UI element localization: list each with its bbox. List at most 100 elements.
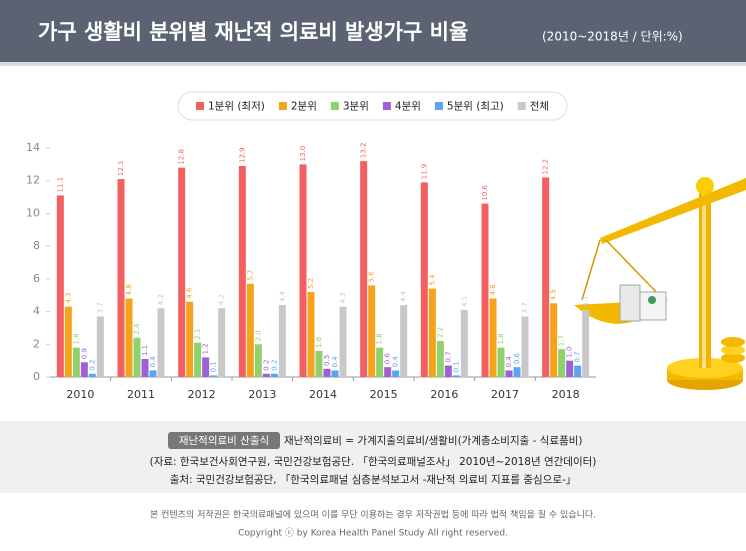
data-label: 4.4 — [400, 290, 408, 302]
bar — [141, 359, 149, 377]
data-label: 0.9 — [80, 348, 88, 359]
bar — [558, 349, 566, 377]
data-label: 4.3 — [64, 293, 72, 304]
bar — [436, 341, 444, 377]
data-label: 11.1 — [56, 177, 64, 193]
bar — [299, 164, 307, 377]
legend-label: 4분위 — [395, 100, 421, 113]
data-label: 4.6 — [186, 287, 194, 299]
bar — [368, 285, 376, 377]
data-label: 5.2 — [307, 278, 315, 289]
bar — [56, 195, 64, 377]
data-label: 4.4 — [278, 290, 286, 302]
data-label: 13.2 — [360, 142, 368, 158]
data-label: 2.1 — [194, 329, 202, 340]
footer-band — [0, 421, 746, 493]
bar — [307, 291, 315, 377]
data-label: 2.2 — [436, 327, 444, 338]
bar — [331, 370, 339, 377]
data-label: 0.2 — [262, 360, 270, 371]
bar — [376, 347, 384, 377]
data-label: 4.2 — [218, 294, 226, 305]
y-tick-label: 2 — [33, 337, 40, 350]
bar — [489, 298, 497, 377]
y-tick-label: 10 — [26, 206, 40, 219]
y-tick-label: 12 — [26, 174, 40, 187]
data-label: 5.6 — [368, 271, 376, 283]
bar — [210, 375, 218, 377]
data-label: 4.8 — [125, 284, 133, 295]
x-tick-label: 2010 — [66, 388, 94, 401]
legend-box — [177, 91, 568, 121]
data-label: 5.7 — [246, 270, 254, 281]
data-label: 0.2 — [270, 360, 278, 371]
data-label: 12.2 — [542, 159, 550, 175]
data-label: 0.6 — [384, 353, 392, 365]
bar — [278, 305, 286, 377]
data-label: 4.1 — [582, 296, 590, 307]
x-tick-label: 2014 — [309, 388, 337, 401]
legend-swatch — [517, 102, 526, 110]
bar — [339, 306, 347, 377]
bar — [315, 350, 323, 377]
bar — [392, 370, 400, 377]
data-label: 10.6 — [481, 184, 489, 200]
x-tick-label: 2012 — [188, 388, 216, 401]
data-label: 3.7 — [521, 302, 529, 313]
data-label: 0.1 — [452, 361, 460, 372]
legend-label: 3분위 — [343, 100, 369, 113]
legend-label: 전체 — [530, 101, 549, 113]
data-label: 4.5 — [550, 289, 558, 300]
bar — [194, 342, 202, 377]
data-label: 4.3 — [339, 293, 347, 304]
bar — [157, 308, 165, 377]
bar — [360, 161, 368, 377]
source: (자료: 한국보건사회연구원, 국민건강보험공단. 「한국의료패널조사」 201… — [150, 456, 597, 468]
bar — [513, 367, 521, 377]
y-tick-label: 4 — [33, 305, 40, 318]
bar — [574, 365, 582, 377]
source: 출처: 국민건강보험공단, 「한국의료패널 심층분석보고서 -재난적 의료비 지… — [170, 474, 577, 486]
formula: 재난적의료비 = 가계지출의료비/생활비(가계총소비지출 - 식료품비) — [284, 434, 583, 447]
data-label: 0.4 — [149, 356, 157, 368]
bar — [444, 365, 452, 377]
bar — [178, 167, 186, 377]
bar — [542, 177, 550, 377]
data-label: 12.8 — [178, 149, 186, 165]
bar — [202, 357, 210, 377]
legend-swatch — [434, 102, 443, 110]
x-tick-label: 2015 — [370, 388, 398, 401]
bar — [96, 316, 104, 377]
copyright: Copyright ⓒ by Korea Health Panel Study … — [238, 528, 508, 539]
bar — [218, 308, 226, 377]
bar — [460, 309, 468, 377]
data-label: 0.5 — [323, 355, 331, 366]
data-label: 1.8 — [72, 333, 80, 344]
data-label: 0.4 — [505, 356, 513, 368]
bar — [550, 303, 558, 377]
data-label: 1.8 — [497, 333, 505, 344]
data-label: 12.1 — [117, 160, 125, 176]
y-tick-label: 14 — [26, 141, 40, 154]
bar — [505, 370, 513, 377]
badge-text: 재난적의료비 산출식 — [179, 435, 269, 447]
data-label: 4.2 — [157, 294, 165, 305]
data-label: 1.8 — [376, 333, 384, 344]
data-label: 0.6 — [513, 353, 521, 365]
x-tick-label: 2018 — [552, 388, 580, 401]
bar — [72, 347, 80, 377]
data-label: 0.1 — [210, 361, 218, 372]
x-tick-label: 2013 — [248, 388, 276, 401]
bar — [323, 368, 331, 377]
legend-label: 1분위 (최저) — [208, 100, 265, 113]
data-label: 4.1 — [460, 296, 468, 307]
legend-label: 2분위 — [291, 100, 317, 113]
data-label: 1.0 — [566, 347, 574, 358]
legend-label: 5분위 (최고) — [447, 100, 504, 113]
data-label: 0.7 — [444, 351, 452, 362]
bar — [420, 182, 428, 377]
x-tick-label: 2016 — [430, 388, 458, 401]
legend-swatch — [196, 102, 204, 110]
legend-swatch — [382, 102, 391, 110]
bar — [452, 375, 460, 377]
